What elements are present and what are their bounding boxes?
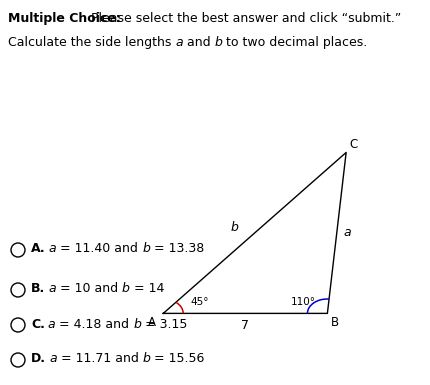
Text: = 10 and: = 10 and	[56, 283, 122, 296]
Text: C.: C.	[31, 318, 45, 330]
Text: A: A	[148, 316, 156, 329]
Text: a: a	[175, 36, 183, 49]
Text: a: a	[48, 283, 56, 296]
Text: = 11.40 and: = 11.40 and	[56, 243, 142, 256]
Text: = 4.18 and: = 4.18 and	[55, 318, 133, 330]
Text: B.: B.	[31, 283, 45, 296]
Text: b: b	[142, 243, 150, 256]
Text: b: b	[230, 221, 238, 234]
Text: Multiple Choice:: Multiple Choice:	[8, 12, 120, 25]
Text: a: a	[49, 353, 56, 365]
Text: = 3.15: = 3.15	[141, 318, 187, 330]
Text: C: C	[349, 138, 357, 151]
Text: 45°: 45°	[190, 297, 208, 307]
Text: b: b	[133, 318, 141, 330]
Text: 110°: 110°	[290, 297, 315, 307]
Text: and: and	[183, 36, 214, 49]
Text: 7: 7	[241, 319, 249, 332]
Text: b: b	[214, 36, 222, 49]
Text: a: a	[49, 243, 56, 256]
Text: = 11.71 and: = 11.71 and	[56, 353, 142, 365]
Text: B: B	[330, 316, 338, 329]
Text: b: b	[122, 283, 129, 296]
Text: to two decimal places.: to two decimal places.	[222, 36, 367, 49]
Text: Calculate the side lengths: Calculate the side lengths	[8, 36, 175, 49]
Text: a: a	[343, 226, 350, 239]
Text: = 14: = 14	[129, 283, 164, 296]
Text: a: a	[48, 318, 55, 330]
Text: = 15.56: = 15.56	[150, 353, 204, 365]
Text: = 13.38: = 13.38	[150, 243, 204, 256]
Text: Please select the best answer and click “submit.”: Please select the best answer and click …	[87, 12, 400, 25]
Text: b: b	[142, 353, 150, 365]
Text: A.: A.	[31, 243, 46, 256]
Text: D.: D.	[31, 353, 46, 365]
